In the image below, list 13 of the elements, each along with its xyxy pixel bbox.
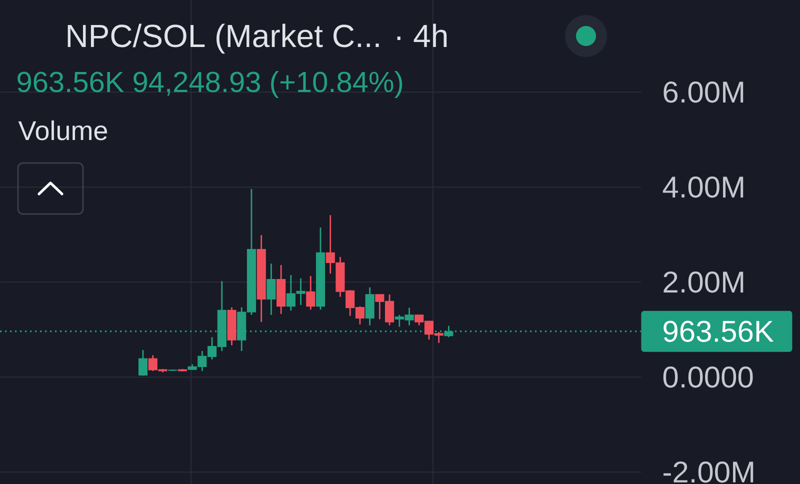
candlestick bbox=[266, 262, 276, 316]
y-tick-label: 2.00M bbox=[664, 271, 744, 293]
ref-line-label: 963.56K bbox=[664, 320, 774, 342]
annotation: Volume bbox=[18, 120, 108, 140]
candlestick bbox=[306, 275, 316, 310]
y-tick-label: 4.00M bbox=[662, 176, 744, 198]
candlestick bbox=[138, 349, 148, 376]
text: 963.56K 94,248.93 (+10.84%) bbox=[18, 70, 402, 98]
y-tick-label: 6.00M bbox=[664, 82, 744, 103]
y-tick-label: 0.0000 bbox=[663, 366, 753, 388]
candlestick bbox=[365, 286, 374, 326]
y-tick-label: -2.00M bbox=[664, 461, 754, 483]
text: NPC/SOL (Market C... · 4h bbox=[68, 24, 447, 54]
